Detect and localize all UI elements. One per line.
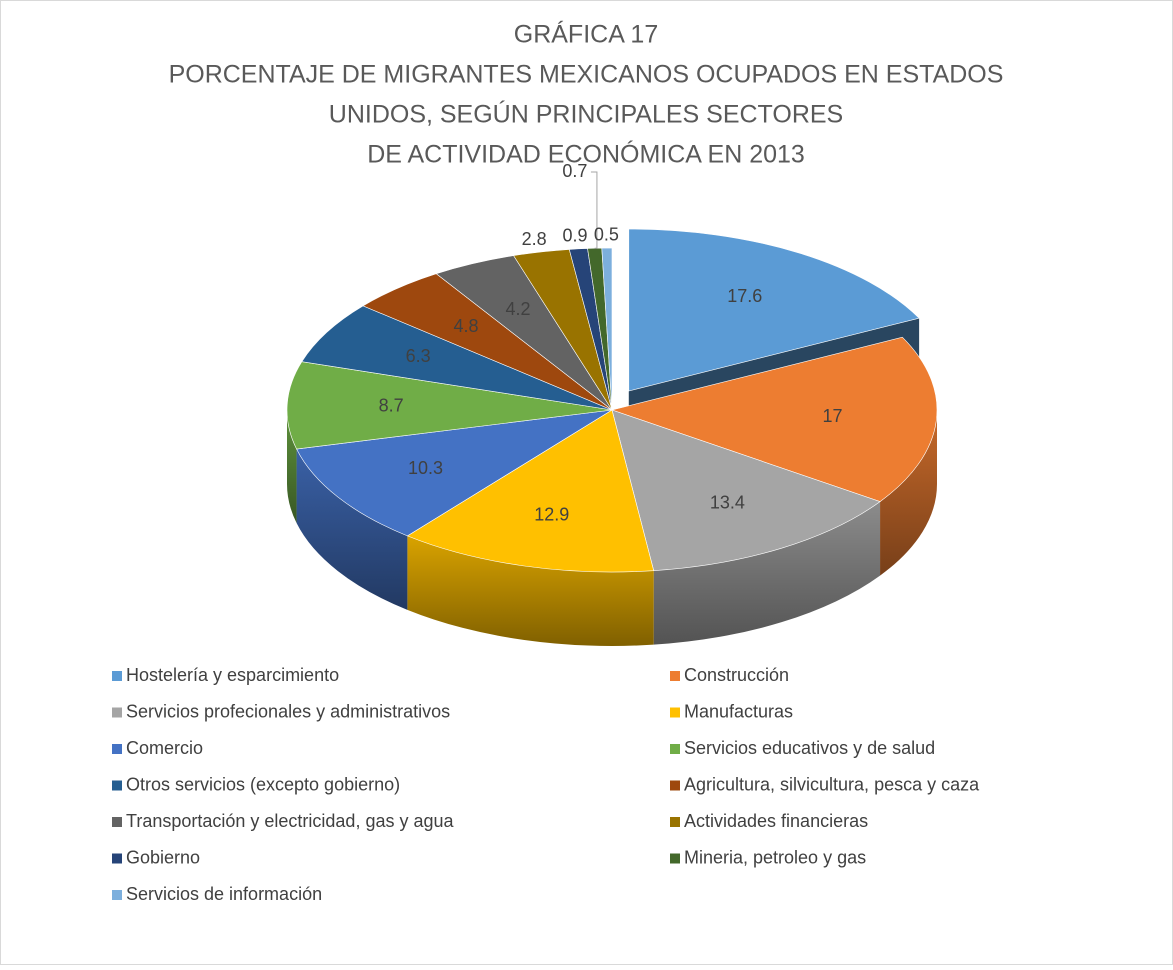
value-label: 17.6	[727, 286, 762, 306]
legend-swatch	[112, 707, 122, 718]
legend-label: Servicios profecionales y administrativo…	[126, 701, 450, 721]
value-label: 13.4	[710, 493, 745, 513]
tops	[286, 228, 938, 573]
legend-swatch	[670, 707, 680, 718]
legend-swatch	[112, 671, 122, 681]
legend-label: Otros servicios (excepto gobierno)	[126, 774, 400, 794]
slice-side	[880, 410, 937, 576]
slice	[601, 247, 613, 411]
legend-label: Comercio	[126, 738, 203, 758]
chart-title: DE ACTIVIDAD ECONÓMICA EN 2013	[367, 140, 805, 169]
chart-title: PORCENTAJE DE MIGRANTES MEXICANOS OCUPAD…	[169, 61, 1004, 89]
value-label: 17	[822, 406, 842, 426]
slice	[628, 228, 920, 392]
slice-side	[407, 535, 654, 647]
legend-swatch	[112, 780, 122, 791]
slice	[296, 409, 613, 537]
legend-swatch	[112, 744, 122, 754]
slice-side	[287, 410, 297, 524]
legend-label: Servicios de información	[126, 884, 322, 904]
legend-swatch	[112, 817, 122, 827]
legend-swatch	[112, 853, 122, 864]
legend-swatch	[112, 890, 122, 900]
slice	[296, 449, 408, 610]
value-label: 6.3	[406, 346, 431, 366]
leader-line	[590, 171, 598, 249]
value-label: 12.9	[534, 505, 569, 525]
legend-label: Manufacturas	[684, 701, 793, 721]
legend-label: Mineria, petroleo y gas	[684, 847, 866, 867]
slice-side	[653, 501, 881, 645]
legend-swatch	[670, 853, 680, 864]
slice	[301, 305, 613, 411]
legend-swatch	[670, 744, 680, 754]
value-label: 10.3	[408, 458, 443, 478]
value-label: 4.2	[505, 299, 530, 319]
legend-swatch	[670, 671, 680, 681]
labels: 17.6 17 13.4 12.9 10.3 8.7 6.3 4.8 4.2 2.8 0.9 0.7 0…	[379, 161, 843, 525]
chart-title: UNIDOS, SEGÚN PRINCIPALES SECTORES	[329, 100, 843, 129]
value-label: 0.5	[594, 225, 619, 245]
legend-label: Transportación y electricidad, gas y agu…	[126, 811, 454, 831]
legend-label: Actividades financieras	[684, 811, 868, 831]
legend-label: Gobierno	[126, 847, 200, 867]
legend-label: Hostelería y esparcimiento	[126, 665, 339, 685]
value-label: 8.7	[379, 395, 404, 415]
value-label: 4.8	[453, 316, 478, 336]
legend-swatch	[670, 780, 680, 791]
value-label: 2.8	[522, 229, 547, 249]
slice	[653, 501, 881, 645]
legend-label: Construcción	[684, 665, 789, 685]
slice	[880, 410, 937, 576]
slice	[406, 409, 655, 573]
legend-label: Agricultura, silvicultura, pesca y caza	[684, 774, 980, 794]
value-label: 0.9	[563, 226, 588, 246]
legend-label: Servicios educativos y de salud	[684, 738, 935, 758]
slice	[610, 336, 938, 502]
legend-swatch	[670, 817, 680, 827]
value-label: 0.7	[562, 161, 587, 181]
chart-title: GRÁFICA 17	[514, 20, 659, 49]
slice-side	[296, 449, 408, 610]
slice	[611, 409, 881, 571]
slice	[407, 535, 654, 647]
slice	[287, 410, 297, 524]
slice	[286, 361, 613, 450]
